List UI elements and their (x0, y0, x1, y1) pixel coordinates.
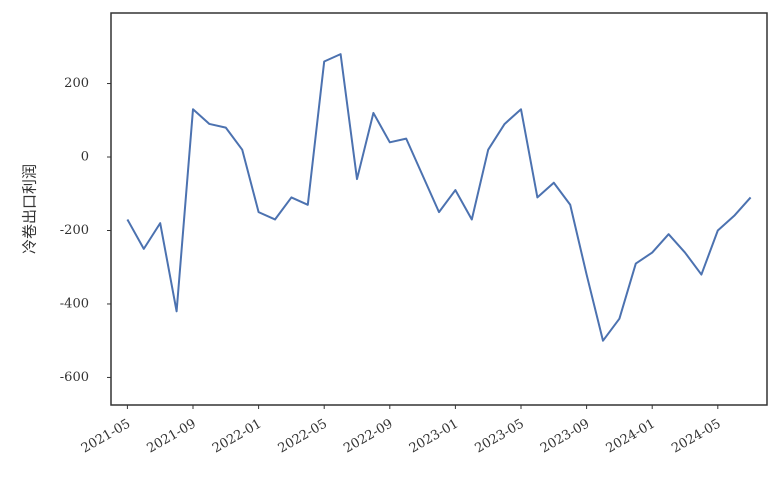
x-tick-label: 2023-09 (538, 417, 592, 457)
x-tick-label: 2021-09 (144, 417, 198, 457)
x-tick-label: 2021-05 (79, 417, 133, 457)
x-tick-label: 2022-09 (341, 417, 395, 457)
x-tick-label: 2022-01 (210, 417, 264, 457)
x-tick-label: 2024-01 (604, 417, 658, 457)
line (126, 53, 752, 342)
y-tick-label: -400 (60, 296, 89, 311)
y-tick-label: 0 (81, 150, 89, 165)
y-tick-label: 200 (64, 76, 89, 91)
x-tick-label: 2022-05 (276, 417, 330, 457)
x-tick-label: 2023-05 (472, 417, 526, 457)
x-tick-label: 2023-01 (407, 417, 461, 457)
y-tick-label: -600 (60, 370, 89, 385)
plot-frame (110, 12, 768, 406)
y-tick-label: -200 (60, 223, 89, 238)
y-axis-label: 冷卷出口利润 (21, 164, 39, 254)
x-tick-label: 2024-05 (669, 417, 723, 457)
